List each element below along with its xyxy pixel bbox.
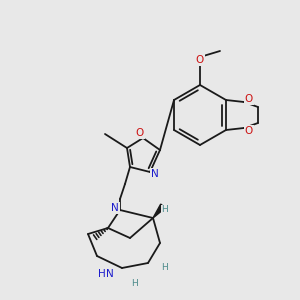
- Text: O: O: [245, 126, 253, 136]
- Text: O: O: [196, 55, 204, 65]
- Text: H: H: [98, 269, 106, 279]
- Text: H: H: [130, 280, 137, 289]
- Text: O: O: [136, 128, 144, 138]
- Text: O: O: [245, 94, 253, 104]
- Text: N: N: [151, 169, 159, 179]
- Text: N: N: [106, 269, 114, 279]
- Polygon shape: [153, 204, 165, 218]
- Text: H: H: [162, 206, 168, 214]
- Text: H: H: [160, 263, 167, 272]
- Text: N: N: [111, 203, 119, 213]
